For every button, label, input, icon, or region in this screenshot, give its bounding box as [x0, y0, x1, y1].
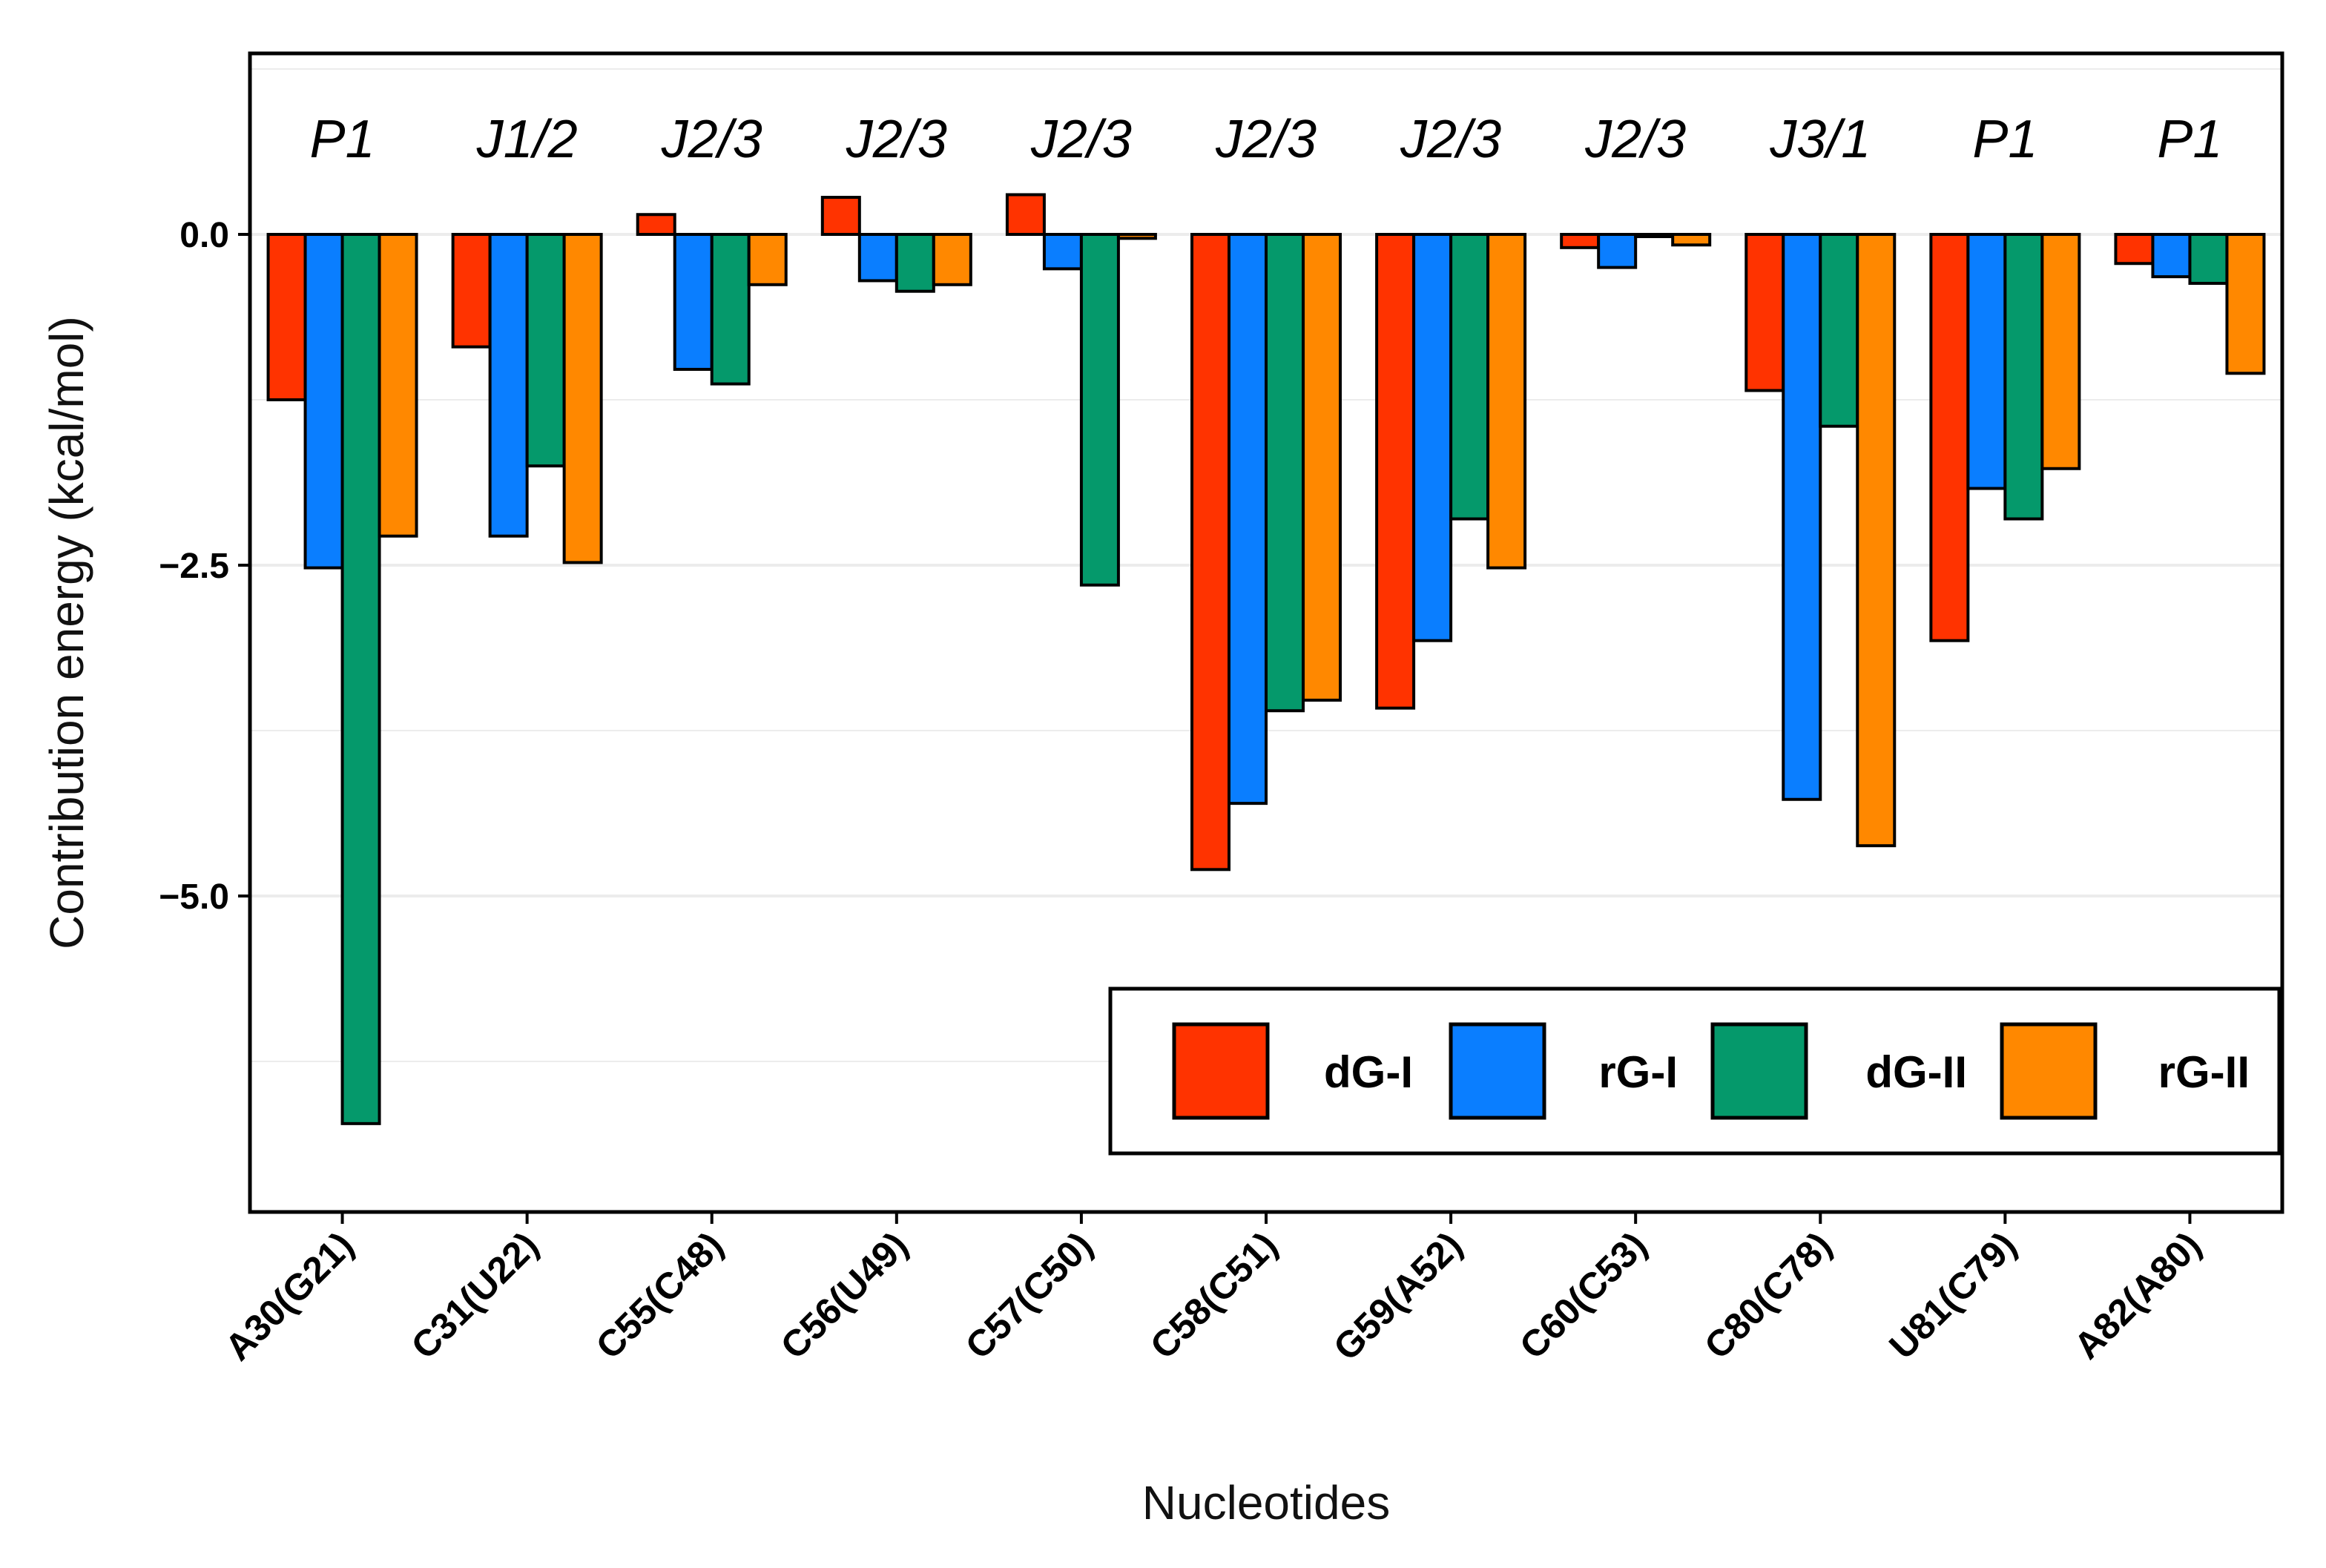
bar	[2225, 233, 2266, 375]
region-label: J2/3	[1400, 110, 1501, 169]
bar	[525, 233, 566, 468]
bar	[488, 233, 529, 538]
bar	[932, 233, 972, 286]
bar	[1449, 233, 1490, 521]
bar	[1228, 233, 1268, 806]
legend-label: dG-II	[1865, 1047, 1967, 1097]
bar	[710, 233, 751, 386]
x-tick-label: C31(U22)	[403, 1224, 547, 1367]
bar	[1116, 233, 1157, 240]
bar	[1966, 233, 2007, 490]
bar	[673, 233, 714, 371]
bar-group	[1744, 233, 1897, 848]
region-label: J2/3	[1030, 110, 1132, 169]
bar	[820, 196, 861, 237]
legend-box	[1108, 986, 2281, 1156]
bar	[1265, 233, 1305, 713]
bar	[747, 233, 788, 286]
x-tick-label: U81(C79)	[1881, 1224, 2024, 1367]
bar	[340, 233, 381, 1125]
x-tick-label: C58(C51)	[1142, 1224, 1285, 1367]
region-label: P1	[310, 110, 375, 169]
bar	[1782, 233, 1822, 801]
bar	[1005, 193, 1046, 237]
bar	[895, 233, 935, 293]
legend-label: rG-I	[1598, 1047, 1678, 1097]
bar-group	[2114, 233, 2266, 375]
y-tick-label: −2.5	[159, 547, 229, 586]
legend-swatch	[1449, 1022, 1546, 1120]
region-label: P1	[1972, 110, 2037, 169]
bar	[1744, 233, 1785, 392]
legend-label: dG-I	[1324, 1047, 1413, 1097]
x-tick-label: C80(C78)	[1696, 1224, 1839, 1367]
bar-group	[451, 233, 603, 564]
bar	[1819, 233, 1859, 428]
x-tick-label: C57(C50)	[958, 1224, 1101, 1367]
y-axis-title: Contribution energy (kcal/mol)	[40, 316, 93, 949]
bar	[2040, 233, 2081, 470]
x-tick-label: C55(C48)	[588, 1224, 731, 1367]
bar	[378, 233, 418, 538]
legend-swatch	[2000, 1022, 2098, 1120]
bar	[2114, 233, 2155, 266]
bar	[2151, 233, 2192, 279]
bars	[266, 193, 2266, 1125]
bar-group	[266, 233, 418, 1125]
bar	[1042, 233, 1083, 271]
bar-group	[1190, 233, 1342, 872]
y-tick-label: 0.0	[179, 216, 229, 255]
legend: dG-I rG-I dG-II rG-II	[1108, 986, 2281, 1156]
bar	[1597, 233, 1638, 269]
region-label: J3/1	[1769, 110, 1871, 169]
bar	[2003, 233, 2044, 521]
x-tick-label: C60(C53)	[1512, 1224, 1655, 1367]
region-label: J1/2	[476, 110, 578, 169]
bar	[1634, 233, 1675, 238]
x-axis: A30(G21) C31(U22) C55(C48) C56(U49) C57(C50)…	[217, 1212, 2209, 1368]
region-label: J2/3	[1215, 110, 1317, 169]
bar	[303, 233, 344, 570]
bar	[636, 213, 676, 236]
y-tick-label: −5.0	[159, 877, 229, 917]
bar-group	[1929, 233, 2081, 642]
bar	[451, 233, 492, 349]
x-tick-label: G59(A52)	[1325, 1224, 1470, 1368]
bar-group	[1005, 193, 1157, 587]
bar	[562, 233, 603, 564]
bar	[1079, 233, 1120, 587]
y-axis: 0.0 −2.5 −5.0	[159, 216, 250, 917]
region-label: J2/3	[846, 110, 947, 169]
bar-group	[636, 213, 788, 386]
bar	[1486, 233, 1527, 570]
bar	[1560, 233, 1601, 249]
bar	[857, 233, 898, 283]
bar	[1856, 233, 1897, 848]
x-tick-label: A82(A80)	[2066, 1224, 2209, 1367]
bar	[1929, 233, 1970, 642]
region-label: P1	[2157, 110, 2222, 169]
bar	[1375, 233, 1416, 710]
legend-swatch	[1172, 1022, 1270, 1120]
region-label: J2/3	[1584, 110, 1686, 169]
bar-group	[820, 196, 972, 293]
bar	[2188, 233, 2229, 286]
region-labels: P1 J1/2 J2/3 J2/3 J2/3 J2/3 J2/3 J2/3 J3/1 P1 P1	[310, 110, 2223, 169]
region-label: J2/3	[661, 110, 762, 169]
bar-group	[1560, 233, 1712, 269]
bar-group	[1375, 233, 1527, 710]
x-tick-label: C56(U49)	[773, 1224, 916, 1367]
bar	[266, 233, 307, 401]
x-tick-label: A30(G21)	[217, 1224, 361, 1368]
bar	[1190, 233, 1230, 872]
legend-label: rG-II	[2158, 1047, 2250, 1097]
bar	[1671, 233, 1712, 247]
bar	[1412, 233, 1453, 642]
bar	[1302, 233, 1342, 702]
legend-swatch	[1710, 1022, 1808, 1120]
x-axis-title: Nucleotides	[1142, 1476, 1390, 1529]
